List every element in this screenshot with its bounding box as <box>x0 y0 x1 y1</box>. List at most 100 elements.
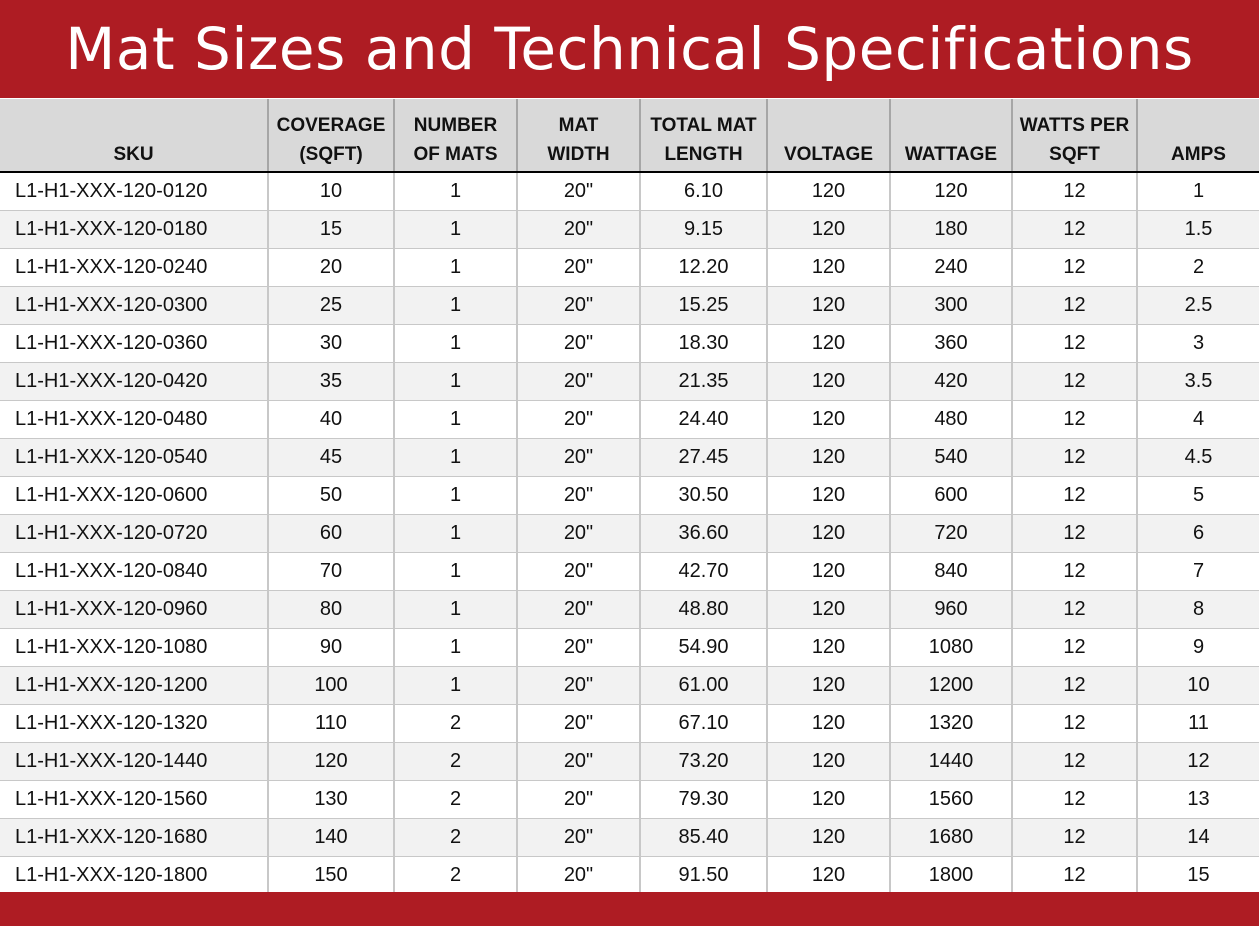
cell-watts-per-sqft: 12 <box>1011 704 1137 743</box>
cell-mat-width: 20" <box>516 324 640 363</box>
column-header-line: WIDTH <box>547 144 610 165</box>
cell-number-of-mats: 1 <box>393 666 517 705</box>
cell-watts-per-sqft: 12 <box>1011 666 1137 705</box>
cell-coverage: 80 <box>267 590 394 629</box>
cell-sku: L1-H1-XXX-120-0840 <box>0 552 268 591</box>
cell-number-of-mats: 1 <box>393 362 517 401</box>
column-header-line: AMPS <box>1171 144 1226 165</box>
cell-total-mat-length: 24.40 <box>639 400 767 439</box>
cell-number-of-mats: 1 <box>393 514 517 553</box>
cell-coverage: 140 <box>267 818 394 857</box>
cell-watts-per-sqft: 12 <box>1011 590 1137 629</box>
cell-coverage: 45 <box>267 438 394 477</box>
cell-mat-width: 20" <box>516 590 640 629</box>
cell-mat-width: 20" <box>516 286 640 325</box>
cell-amps: 3 <box>1136 324 1259 363</box>
cell-total-mat-length: 67.10 <box>639 704 767 743</box>
cell-voltage: 120 <box>766 780 890 819</box>
page-title: Mat Sizes and Technical Specifications <box>65 15 1194 83</box>
cell-voltage: 120 <box>766 172 890 211</box>
cell-mat-width: 20" <box>516 362 640 401</box>
cell-voltage: 120 <box>766 818 890 857</box>
column-header-line: WATTS PER <box>1019 115 1130 136</box>
cell-total-mat-length: 18.30 <box>639 324 767 363</box>
cell-number-of-mats: 2 <box>393 780 517 819</box>
cell-total-mat-length: 27.45 <box>639 438 767 477</box>
cell-sku: L1-H1-XXX-120-1800 <box>0 856 268 895</box>
cell-mat-width: 20" <box>516 400 640 439</box>
cell-wattage: 120 <box>889 172 1012 211</box>
cell-sku: L1-H1-XXX-120-0360 <box>0 324 268 363</box>
cell-number-of-mats: 1 <box>393 172 517 211</box>
cell-total-mat-length: 85.40 <box>639 818 767 857</box>
cell-number-of-mats: 1 <box>393 628 517 667</box>
cell-wattage: 720 <box>889 514 1012 553</box>
cell-number-of-mats: 1 <box>393 400 517 439</box>
cell-total-mat-length: 15.25 <box>639 286 767 325</box>
column-header-wattage: WATTAGE <box>889 99 1012 173</box>
cell-number-of-mats: 1 <box>393 286 517 325</box>
cell-watts-per-sqft: 12 <box>1011 172 1137 211</box>
cell-wattage: 1560 <box>889 780 1012 819</box>
cell-amps: 1.5 <box>1136 210 1259 249</box>
cell-number-of-mats: 1 <box>393 552 517 591</box>
column-header-line: (SQFT) <box>299 144 363 165</box>
table-row: L1-H1-XXX-120-0360 30 1 20" 18.30 120 360 12 3 <box>0 324 1259 363</box>
table-row: L1-H1-XXX-120-1680 140 2 20" 85.40 120 1680 12 1… <box>0 818 1259 857</box>
cell-wattage: 600 <box>889 476 1012 515</box>
cell-coverage: 100 <box>267 666 394 705</box>
cell-sku: L1-H1-XXX-120-0540 <box>0 438 268 477</box>
cell-coverage: 20 <box>267 248 394 287</box>
cell-voltage: 120 <box>766 552 890 591</box>
cell-number-of-mats: 1 <box>393 590 517 629</box>
footer-banner <box>0 892 1259 926</box>
cell-coverage: 120 <box>267 742 394 781</box>
cell-total-mat-length: 36.60 <box>639 514 767 553</box>
table-row: L1-H1-XXX-120-0600 50 1 20" 30.50 120 600 12 5 <box>0 476 1259 515</box>
cell-total-mat-length: 48.80 <box>639 590 767 629</box>
table-row: L1-H1-XXX-120-1560 130 2 20" 79.30 120 1560 12 1… <box>0 780 1259 819</box>
cell-sku: L1-H1-XXX-120-0720 <box>0 514 268 553</box>
cell-number-of-mats: 1 <box>393 476 517 515</box>
cell-coverage: 35 <box>267 362 394 401</box>
cell-amps: 10 <box>1136 666 1259 705</box>
cell-number-of-mats: 2 <box>393 818 517 857</box>
cell-total-mat-length: 9.15 <box>639 210 767 249</box>
column-header-line: LENGTH <box>664 144 743 165</box>
cell-voltage: 120 <box>766 210 890 249</box>
column-header-line: WATTAGE <box>904 144 998 165</box>
cell-number-of-mats: 1 <box>393 324 517 363</box>
cell-voltage: 120 <box>766 400 890 439</box>
table-row: L1-H1-XXX-120-0420 35 1 20" 21.35 120 420 12 3.5 <box>0 362 1259 401</box>
cell-amps: 13 <box>1136 780 1259 819</box>
cell-watts-per-sqft: 12 <box>1011 856 1137 895</box>
table-row: L1-H1-XXX-120-1800 150 2 20" 91.50 120 1800 12 1… <box>0 856 1259 895</box>
cell-watts-per-sqft: 12 <box>1011 742 1137 781</box>
cell-wattage: 840 <box>889 552 1012 591</box>
cell-voltage: 120 <box>766 362 890 401</box>
table-row: L1-H1-XXX-120-1440 120 2 20" 73.20 120 1440 12 1… <box>0 742 1259 781</box>
cell-watts-per-sqft: 12 <box>1011 818 1137 857</box>
cell-voltage: 120 <box>766 856 890 895</box>
column-header-sku: SKU <box>0 99 268 173</box>
cell-watts-per-sqft: 12 <box>1011 248 1137 287</box>
cell-coverage: 70 <box>267 552 394 591</box>
cell-mat-width: 20" <box>516 552 640 591</box>
cell-voltage: 120 <box>766 590 890 629</box>
cell-amps: 6 <box>1136 514 1259 553</box>
cell-amps: 2.5 <box>1136 286 1259 325</box>
cell-number-of-mats: 1 <box>393 210 517 249</box>
column-header-total-mat-length: TOTAL MAT LENGTH <box>639 99 767 173</box>
cell-mat-width: 20" <box>516 742 640 781</box>
column-header-number-of-mats: NUMBER OF MATS <box>393 99 517 173</box>
cell-mat-width: 20" <box>516 666 640 705</box>
cell-coverage: 60 <box>267 514 394 553</box>
cell-mat-width: 20" <box>516 438 640 477</box>
cell-number-of-mats: 1 <box>393 438 517 477</box>
cell-sku: L1-H1-XXX-120-0300 <box>0 286 268 325</box>
cell-amps: 8 <box>1136 590 1259 629</box>
cell-amps: 2 <box>1136 248 1259 287</box>
column-header-line: SKU <box>113 144 154 165</box>
cell-total-mat-length: 73.20 <box>639 742 767 781</box>
cell-amps: 15 <box>1136 856 1259 895</box>
